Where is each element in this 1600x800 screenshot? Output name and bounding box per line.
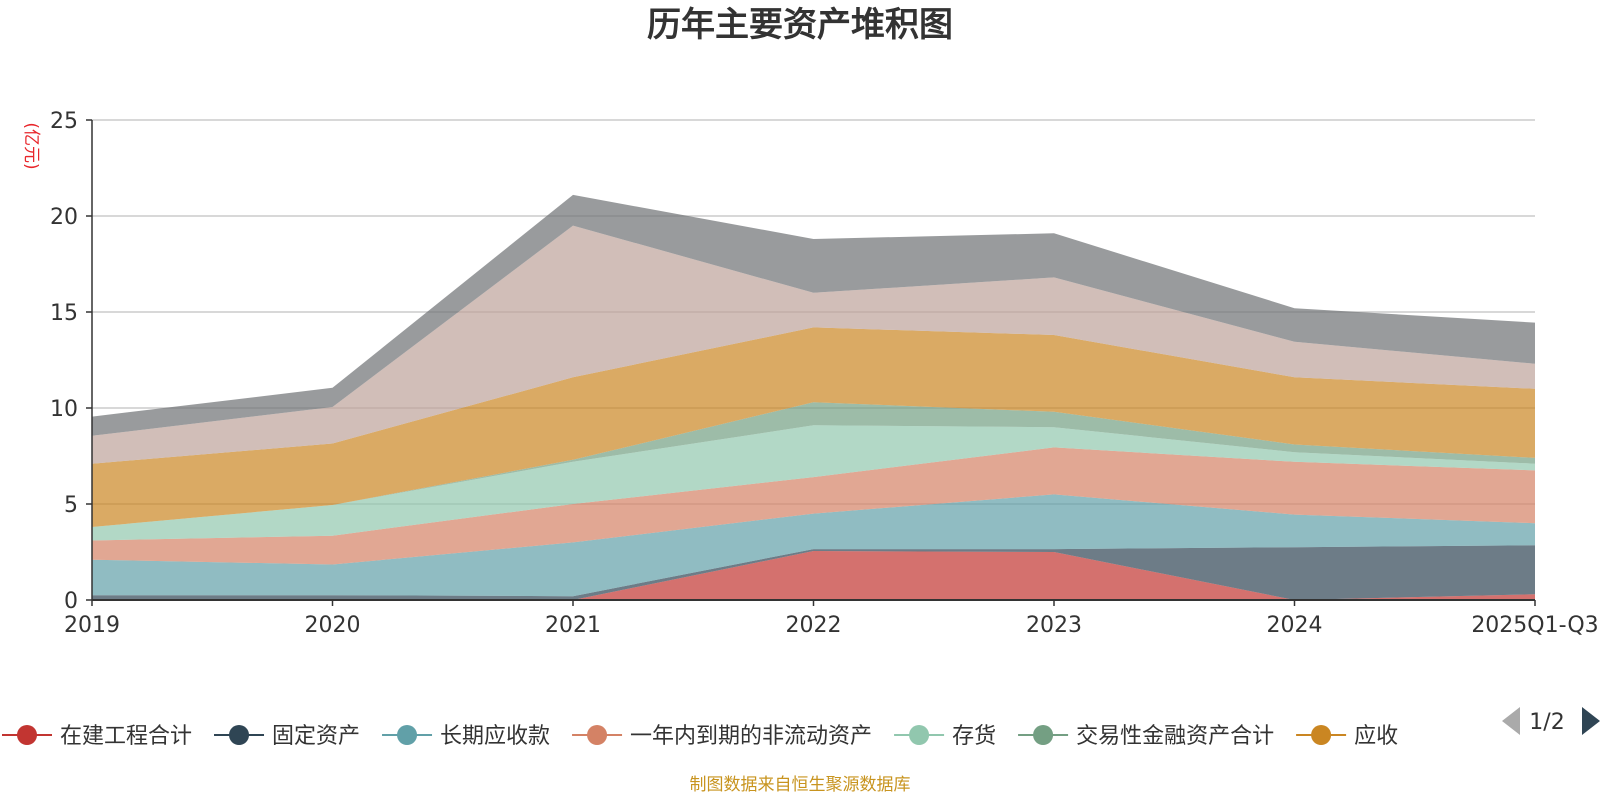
y-tick-label: 25 (50, 109, 78, 134)
y-tick-label: 5 (64, 493, 78, 518)
legend[interactable]: 在建工程合计 固定资产 长期应收款 一年内到期的非流动资产 存货 交易性金融资产合计 应收 (2, 724, 1398, 749)
x-tick-label: 2019 (64, 613, 120, 638)
area-series[interactable] (92, 327, 1535, 527)
area-series[interactable] (92, 447, 1535, 565)
area-series[interactable] (92, 545, 1535, 600)
y-tick-label: 10 (50, 397, 78, 422)
legend-item[interactable]: 长期应收款 (382, 724, 550, 749)
y-tick-label: 0 (64, 589, 78, 614)
x-tick-label: 2020 (305, 613, 361, 638)
legend-circle-marker (1033, 725, 1054, 745)
area-series[interactable] (92, 551, 1535, 600)
legend-item[interactable]: 固定资产 (214, 724, 360, 749)
area-series[interactable] (92, 494, 1535, 597)
legend-label: 交易性金融资产合计 (1076, 724, 1274, 749)
legend-label: 固定资产 (272, 724, 360, 749)
x-tick-label: 2023 (1026, 613, 1082, 638)
legend-prev-page-icon[interactable] (1502, 707, 1520, 735)
chart-title: 历年主要资产堆积图 (647, 5, 953, 45)
legend-label: 一年内到期的非流动资产 (630, 724, 872, 749)
x-axis-ticks: 2019 2020 2021 2022 2023 2024 2025Q1-Q3 (64, 600, 1599, 638)
x-tick-label: 2022 (786, 613, 842, 638)
legend-item[interactable]: 存货 (894, 724, 996, 749)
legend-label: 在建工程合计 (60, 724, 192, 749)
legend-item[interactable]: 在建工程合计 (2, 724, 192, 749)
legend-circle-marker (229, 725, 250, 745)
legend-item[interactable]: 应收 (1296, 724, 1398, 749)
y-tick-label: 20 (50, 205, 78, 230)
legend-circle-marker (17, 725, 37, 745)
area-series-group (92, 194, 1535, 600)
legend-label: 存货 (952, 724, 996, 749)
y-axis-unit-label: (亿元) (21, 122, 41, 169)
legend-circle-marker (1311, 725, 1332, 745)
x-tick-label: 2025Q1-Q3 (1471, 613, 1598, 638)
legend-circle-marker (909, 725, 930, 745)
x-tick-label: 2021 (545, 613, 601, 638)
legend-item[interactable]: 交易性金融资产合计 (1018, 724, 1274, 749)
legend-label: 长期应收款 (440, 724, 550, 749)
area-series[interactable] (92, 194, 1535, 436)
data-source-note: 制图数据来自恒生聚源数据库 (690, 775, 911, 795)
x-tick-label: 2024 (1267, 613, 1323, 638)
area-series[interactable] (92, 402, 1535, 527)
y-axis-ticks: 0 5 10 15 20 25 (50, 109, 92, 614)
legend-circle-marker (397, 725, 418, 745)
legend-circle-marker (587, 725, 608, 745)
legend-next-page-icon[interactable] (1582, 707, 1600, 735)
area-series[interactable] (92, 225, 1535, 464)
legend-pager[interactable]: 1/2 (1502, 707, 1600, 735)
legend-label: 应收 (1354, 724, 1398, 749)
area-series[interactable] (92, 425, 1535, 541)
legend-item[interactable]: 一年内到期的非流动资产 (572, 724, 872, 749)
y-tick-label: 15 (50, 301, 78, 326)
legend-page-indicator: 1/2 (1529, 710, 1564, 735)
